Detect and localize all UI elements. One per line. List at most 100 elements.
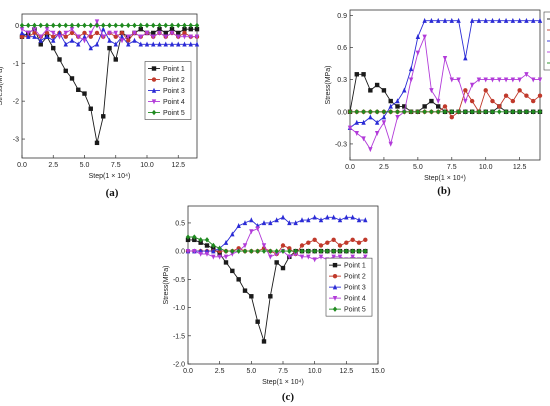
chart-b-point xyxy=(429,109,434,115)
chart-c-point xyxy=(185,248,191,254)
chart-b-point xyxy=(361,136,366,142)
chart-c-xtick-label: 10.0 xyxy=(308,368,322,375)
chart-c-point xyxy=(331,254,336,260)
chart-a-point xyxy=(101,26,106,32)
chart-a-point xyxy=(51,45,56,51)
chart-a-point xyxy=(107,37,112,43)
chart-c-point xyxy=(185,234,191,240)
chart-a-point xyxy=(101,114,106,119)
chart-c-point xyxy=(261,220,267,226)
chart-b-point xyxy=(402,87,407,93)
chart-b-point xyxy=(497,104,502,109)
chart-a-point xyxy=(69,76,75,81)
chart-a-point xyxy=(38,37,43,43)
chart-b-series-point-4 xyxy=(347,34,543,153)
chart-c-legend-label: Point 3 xyxy=(344,285,366,292)
chart-c-point xyxy=(198,240,203,245)
chart-b-point xyxy=(503,77,509,83)
chart-b-point xyxy=(463,55,468,61)
chart-c-point xyxy=(287,246,292,251)
chart-b-point xyxy=(503,109,509,115)
chart-b-point xyxy=(395,98,400,104)
chart-b-series-point-2 xyxy=(347,88,543,120)
chart-c-xtick-label: 7.5 xyxy=(278,368,288,375)
chart-c-point xyxy=(280,214,286,220)
chart-c-point xyxy=(204,237,210,243)
chart-c-point xyxy=(192,237,197,243)
chart-c-point xyxy=(287,248,292,254)
chart-b-point xyxy=(456,109,461,115)
chart-b-point xyxy=(517,17,522,23)
chart-b-point xyxy=(354,119,359,125)
chart-b-point xyxy=(469,17,475,23)
chart-a-point xyxy=(182,30,187,36)
chart-b-point xyxy=(347,125,353,131)
chart-c-point xyxy=(268,254,273,260)
chart-a-point xyxy=(138,34,143,40)
chart-c-point xyxy=(249,217,254,223)
chart-a-point xyxy=(113,57,118,62)
chart-b-point xyxy=(381,88,387,93)
chart-a-point xyxy=(176,41,181,47)
chart-b-point xyxy=(483,17,488,23)
chart-b-point xyxy=(429,17,434,23)
chart-b-frame xyxy=(349,9,541,161)
chart-a-point xyxy=(138,26,143,32)
chart-c-point xyxy=(211,254,216,260)
chart-c-point xyxy=(350,254,355,260)
chart-c-point xyxy=(223,239,229,245)
chart-a-point xyxy=(26,33,31,39)
chart-c-point xyxy=(230,251,235,257)
chart-a-point xyxy=(113,30,118,36)
chart-a-point xyxy=(82,22,87,29)
chart-a-point xyxy=(176,22,181,29)
chart-a-point xyxy=(113,22,118,29)
chart-b-point xyxy=(510,17,516,23)
chart-b-point xyxy=(374,131,380,137)
chart-c-legend-label: Point 2 xyxy=(344,274,366,281)
chart-b-point xyxy=(442,109,448,115)
chart-a-point xyxy=(94,30,100,36)
chart-c-point xyxy=(268,294,273,299)
chart-a-point xyxy=(182,22,187,29)
chart-a-ytick-label: 0 xyxy=(15,23,19,30)
chart-a-point xyxy=(44,22,50,29)
chart-a-point xyxy=(144,41,150,47)
chart-c-point xyxy=(249,294,254,299)
chart-a-point xyxy=(76,87,81,92)
chart-c-point xyxy=(356,240,362,245)
chart-a-point xyxy=(182,26,187,32)
chart-a-point xyxy=(119,38,125,44)
chart-a-point xyxy=(82,33,87,39)
chart-a-legend-marker xyxy=(151,87,157,93)
chart-a-point xyxy=(113,41,118,47)
chart-a-point xyxy=(119,33,125,39)
chart-a-point xyxy=(69,26,75,32)
chart-a-point xyxy=(188,22,193,29)
chart-b-point xyxy=(368,114,373,120)
chart-c-point xyxy=(280,248,286,254)
chart-b-series-point-5 xyxy=(347,109,543,115)
chart-c-point xyxy=(318,243,324,248)
chart-c-point xyxy=(204,243,210,248)
chart-c-xtick-label: 0.0 xyxy=(183,368,193,375)
chart-b-point xyxy=(456,77,461,83)
chart-c-point xyxy=(280,265,286,271)
chart-b-point xyxy=(429,98,434,104)
chart-a-point xyxy=(38,22,43,29)
chart-b: 0.0 2.5 5.0 7.5 10.0 12.5 0.9 0.6 0.3 0.0 -0.3 Step… xyxy=(325,9,550,197)
chart-b-xtick-label: 12.5 xyxy=(513,164,527,171)
chart-b-point xyxy=(524,93,529,98)
chart-c-point xyxy=(217,251,222,257)
chart-a-point xyxy=(76,22,81,29)
chart-a-point xyxy=(69,37,75,43)
chart-c-point xyxy=(325,240,330,245)
chart-b-point xyxy=(415,33,421,39)
chart-b-point xyxy=(490,17,495,23)
chart-a-point xyxy=(57,34,62,40)
chart-b-point xyxy=(429,88,434,94)
chart-c-point xyxy=(217,245,222,252)
chart-a-point xyxy=(69,30,75,36)
chart-a-legend-marker xyxy=(151,77,157,82)
